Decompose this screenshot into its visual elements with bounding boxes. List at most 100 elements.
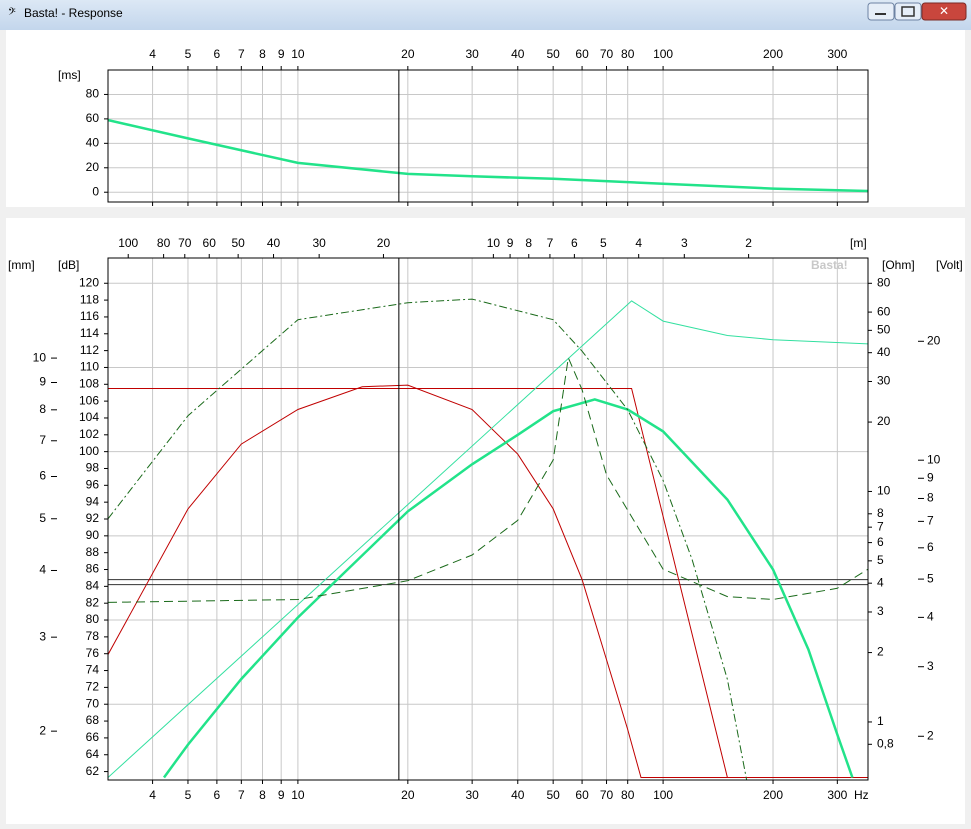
y2-tick-label: 4 bbox=[877, 575, 884, 589]
x-tick-label: 8 bbox=[259, 788, 266, 802]
response-panel bbox=[6, 218, 965, 824]
x-tick-label: 6 bbox=[214, 788, 221, 802]
x-tick-label: 200 bbox=[763, 788, 783, 802]
x-tick-label: 70 bbox=[600, 47, 614, 61]
y2-tick-label: 60 bbox=[877, 304, 891, 318]
y-tick-label: 120 bbox=[79, 275, 99, 289]
y-tick-label: 110 bbox=[80, 360, 99, 374]
y4-tick-label: 3 bbox=[927, 659, 934, 673]
x-tick-label: 20 bbox=[401, 47, 415, 61]
x2-tick-label: 70 bbox=[178, 236, 192, 250]
x-tick-label: 40 bbox=[511, 788, 525, 802]
x-tick-label: 8 bbox=[259, 47, 266, 61]
y4-label: [Volt] bbox=[936, 258, 963, 272]
x2-label: [m] bbox=[850, 236, 867, 250]
y-tick-label: 68 bbox=[86, 713, 100, 727]
minimize-button[interactable] bbox=[867, 2, 895, 21]
x-tick-label: 9 bbox=[278, 47, 285, 61]
x2-tick-label: 2 bbox=[745, 236, 752, 250]
y-tick-label: 80 bbox=[86, 612, 100, 626]
y3-tick-label: 6 bbox=[39, 469, 46, 483]
x2-tick-label: 4 bbox=[635, 236, 642, 250]
x-tick-label: 6 bbox=[214, 47, 221, 61]
window-buttons[interactable]: ✕ bbox=[867, 2, 967, 21]
y2-tick-label: 40 bbox=[877, 345, 891, 359]
series-line bbox=[108, 118, 868, 193]
y-tick-label: 96 bbox=[86, 477, 100, 491]
y4-tick-label: 7 bbox=[927, 514, 934, 528]
x-tick-label: 300 bbox=[827, 47, 847, 61]
y2-tick-label: 8 bbox=[877, 506, 884, 520]
y3-tick-label: 10 bbox=[33, 350, 47, 364]
x2-tick-label: 5 bbox=[600, 236, 607, 250]
y2-tick-label: 10 bbox=[877, 484, 891, 498]
maximize-button[interactable] bbox=[894, 2, 922, 21]
y-label: [dB] bbox=[58, 258, 79, 272]
y2-tick-label: 80 bbox=[877, 275, 891, 289]
x-tick-label: 4 bbox=[149, 788, 156, 802]
x-tick-label: 30 bbox=[465, 47, 479, 61]
series-line bbox=[108, 298, 748, 780]
y-tick-label: 82 bbox=[86, 595, 100, 609]
x2-tick-label: 10 bbox=[487, 236, 501, 250]
y2-tick-label: 2 bbox=[877, 645, 884, 659]
series-line bbox=[108, 300, 868, 778]
x2-tick-label: 6 bbox=[571, 236, 578, 250]
y2-tick-label: 1 bbox=[877, 714, 884, 728]
x-tick-label: 9 bbox=[278, 788, 285, 802]
y2-tick-label: 50 bbox=[877, 323, 891, 337]
y4-tick-label: 5 bbox=[927, 571, 934, 585]
x2-tick-label: 9 bbox=[507, 236, 514, 250]
y4-tick-label: 4 bbox=[927, 610, 934, 624]
y-tick-label: 104 bbox=[79, 410, 99, 424]
y-tick-label: 72 bbox=[86, 680, 100, 694]
x-tick-label: 300 bbox=[827, 788, 847, 802]
x-tick-label: 70 bbox=[600, 788, 614, 802]
y-tick-label: 114 bbox=[80, 326, 99, 340]
y-tick-label: 102 bbox=[79, 427, 99, 441]
x-tick-label: 60 bbox=[575, 788, 589, 802]
y-tick-label: 88 bbox=[86, 545, 100, 559]
y3-tick-label: 3 bbox=[39, 629, 46, 643]
y-tick-label: 0 bbox=[92, 184, 99, 198]
chart: 4 5 6 7 8 9 10 20 30 40 50 60 70 80 100 200 300 0 20 40 60 80… bbox=[58, 47, 869, 206]
y2-tick-label: 3 bbox=[877, 604, 884, 618]
watermark: Basta! bbox=[811, 258, 848, 272]
y2-tick-label: 20 bbox=[877, 414, 891, 428]
x-tick-label: 80 bbox=[621, 47, 635, 61]
y-tick-label: 60 bbox=[86, 111, 100, 125]
x-tick-label: 7 bbox=[238, 47, 245, 61]
y3-tick-label: 4 bbox=[39, 563, 46, 577]
y-tick-label: 118 bbox=[80, 292, 99, 306]
y-tick-label: 66 bbox=[86, 730, 100, 744]
y4-tick-label: 10 bbox=[927, 452, 941, 466]
title-bar bbox=[0, 0, 971, 30]
x2-tick-label: 20 bbox=[377, 236, 391, 250]
x-tick-label: 50 bbox=[546, 788, 560, 802]
x-tick-label: 40 bbox=[511, 47, 525, 61]
y2-tick-label: 7 bbox=[877, 519, 884, 533]
plot-area bbox=[108, 118, 868, 193]
x2-tick-label: 7 bbox=[547, 236, 554, 250]
x-tick-label: 5 bbox=[185, 788, 192, 802]
y4-tick-label: 2 bbox=[927, 728, 934, 742]
y-tick-label: 64 bbox=[86, 747, 100, 761]
y-tick-label: 116 bbox=[80, 309, 99, 323]
y-tick-label: 86 bbox=[86, 562, 100, 576]
y-tick-label: 74 bbox=[86, 663, 100, 677]
x-tick-label: 7 bbox=[238, 788, 245, 802]
plot-frame bbox=[107, 69, 869, 203]
y-tick-label: 108 bbox=[79, 376, 99, 390]
close-button[interactable] bbox=[921, 2, 967, 21]
x-tick-label: 60 bbox=[575, 47, 589, 61]
y2-tick-label: 0,8 bbox=[877, 736, 894, 750]
y4-tick-label: 6 bbox=[927, 540, 934, 554]
y4-tick-label: 9 bbox=[927, 470, 934, 484]
y-tick-label: 90 bbox=[86, 528, 100, 542]
y-tick-label: 20 bbox=[86, 160, 100, 174]
y-tick-label: 92 bbox=[86, 511, 100, 525]
x-tick-label: 100 bbox=[653, 788, 673, 802]
y-label: [ms] bbox=[58, 68, 81, 82]
